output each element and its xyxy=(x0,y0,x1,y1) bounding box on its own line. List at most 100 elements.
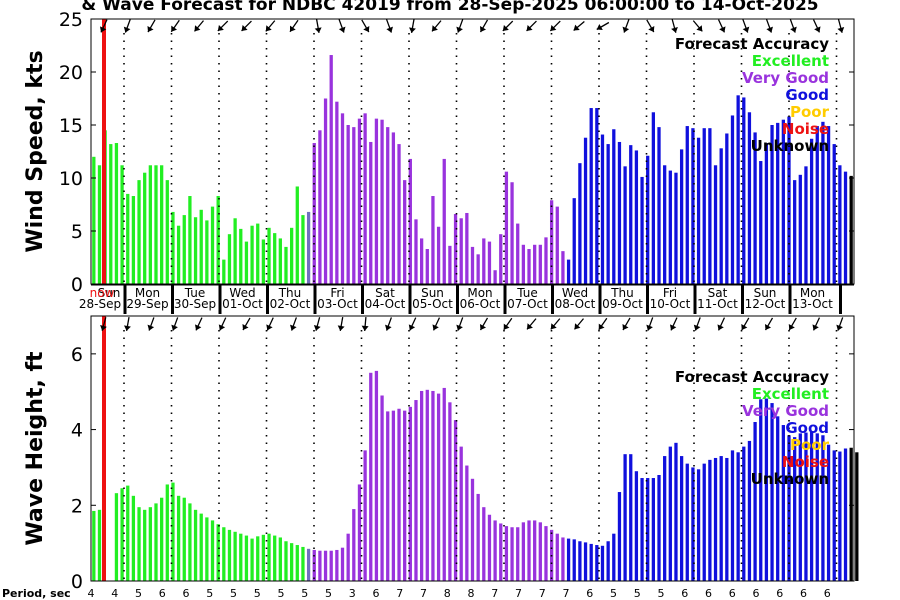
arrow-head xyxy=(550,323,557,330)
period-value: 7 xyxy=(491,587,498,600)
direction-arrow xyxy=(717,317,726,331)
bar-11 xyxy=(154,165,158,284)
bar-25 xyxy=(233,531,237,581)
bar-12 xyxy=(160,165,164,284)
arrow-head xyxy=(337,325,345,331)
day-separator xyxy=(171,285,174,314)
arrow-head xyxy=(622,26,630,33)
direction-arrow xyxy=(742,19,750,33)
bar-5 xyxy=(120,165,124,284)
direction-arrow xyxy=(479,317,489,331)
day-date: 09-Oct xyxy=(602,297,643,311)
arrow-head xyxy=(217,24,224,31)
bar-31 xyxy=(267,533,271,581)
bar-11 xyxy=(154,503,158,581)
bar-52 xyxy=(386,127,390,285)
panel-wind: 0 5 10 15 20 25 Wind Speed, kts Forecast Accura… xyxy=(23,9,855,296)
bar-123 xyxy=(787,116,791,285)
day-date: 08-Oct xyxy=(555,297,596,311)
direction-arrow xyxy=(241,20,252,32)
bar-59 xyxy=(425,389,429,581)
day-separator xyxy=(551,285,554,314)
y-tick-label: 20 xyxy=(59,62,83,84)
bar-80 xyxy=(544,237,548,284)
bar-76 xyxy=(521,522,526,581)
arrow-head xyxy=(194,324,202,331)
arrow-head xyxy=(361,325,369,331)
bar-50 xyxy=(374,118,379,284)
bar-49 xyxy=(369,141,373,284)
day-of-week: Tue xyxy=(184,286,206,300)
day-date: 12-Oct xyxy=(745,297,786,311)
arrow-head xyxy=(314,27,322,33)
bar-62 xyxy=(442,387,446,581)
direction-arrow xyxy=(502,20,514,32)
bar-53 xyxy=(391,132,396,284)
bar-64 xyxy=(453,420,458,581)
arrow-head xyxy=(503,323,510,330)
day-date: 10-Oct xyxy=(650,297,691,311)
bar-60 xyxy=(431,390,435,581)
bar-73 xyxy=(504,526,509,581)
bar-51 xyxy=(380,119,384,284)
period-value: 4 xyxy=(111,587,118,600)
bar-51 xyxy=(380,395,384,581)
plot-frame xyxy=(90,315,855,582)
day-separator xyxy=(598,285,602,314)
bar-131 xyxy=(832,144,836,284)
direction-arrow xyxy=(671,19,678,33)
bar-114 xyxy=(736,95,740,284)
bar-108 xyxy=(702,463,706,581)
bar-134 xyxy=(849,447,853,581)
bar-7 xyxy=(131,196,136,284)
bar-39 xyxy=(312,549,316,581)
direction-arrow xyxy=(741,317,750,331)
bar-99 xyxy=(651,478,655,581)
bar-125 xyxy=(798,433,802,581)
bar-4 xyxy=(114,143,119,284)
bar-124 xyxy=(793,180,797,284)
direction-arrow xyxy=(147,317,155,331)
bar-38 xyxy=(306,548,311,581)
bar-101 xyxy=(663,165,667,284)
bar-59 xyxy=(425,249,429,284)
bar-28 xyxy=(250,225,254,284)
arrow-head xyxy=(313,325,321,331)
day-of-week: Wed xyxy=(229,286,255,300)
bar-118 xyxy=(759,161,763,284)
bar-30 xyxy=(261,534,266,581)
bar-122 xyxy=(781,425,785,581)
bar-110 xyxy=(713,457,718,581)
bar-97 xyxy=(640,176,644,284)
bar-123 xyxy=(787,435,791,581)
direction-arrow xyxy=(290,317,298,331)
bar-85 xyxy=(572,198,576,284)
bar-56 xyxy=(408,158,412,284)
arrow-head xyxy=(171,324,178,331)
bar-65 xyxy=(459,446,463,581)
arrow-head xyxy=(788,323,795,331)
bar-104 xyxy=(679,456,684,581)
y-tick-label: 6 xyxy=(71,344,83,366)
direction-arrow xyxy=(812,19,821,33)
bar-43 xyxy=(335,549,339,581)
bar-117 xyxy=(753,422,757,581)
bar-57 xyxy=(414,400,418,581)
y-tick-label: 2 xyxy=(71,495,83,517)
period-value: 6 xyxy=(800,587,807,600)
bar-33 xyxy=(278,238,282,284)
period-value: 5 xyxy=(325,587,332,600)
bar-133 xyxy=(843,171,848,284)
direction-arrow xyxy=(456,19,464,33)
bar-74 xyxy=(510,182,514,284)
bar-26 xyxy=(239,533,243,581)
bar-118 xyxy=(759,399,763,581)
bar-114 xyxy=(736,452,740,581)
bar-78 xyxy=(533,244,537,284)
arrow-head xyxy=(290,324,297,331)
arrow-head xyxy=(671,27,678,33)
day-date: 01-Oct xyxy=(222,297,263,311)
bar-71 xyxy=(493,520,497,581)
bar-0 xyxy=(92,156,96,284)
arrow-head xyxy=(527,323,533,330)
